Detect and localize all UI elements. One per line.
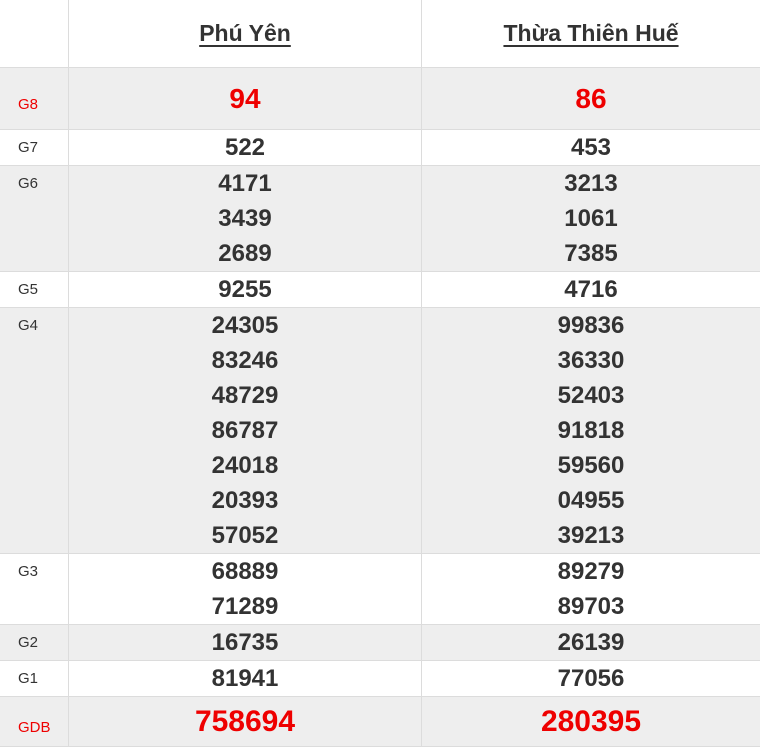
province-header: Phú Yên [69,0,422,68]
prize-number: 16735 [69,625,421,660]
prize-number: 89703 [422,589,760,624]
prize-number: 39213 [422,518,760,553]
prize-number: 24305 [69,308,421,343]
prize-cell: 86 [422,68,760,130]
prize-number: 20393 [69,483,421,518]
prize-cell: 26139 [422,625,760,661]
prize-number: 59560 [422,448,760,483]
prize-number: 4171 [69,166,421,201]
prize-number: 86 [422,81,760,116]
province-link[interactable]: Thừa Thiên Huế [503,20,678,46]
prize-number: 2689 [69,236,421,271]
prize-number: 99836 [422,308,760,343]
prize-cell: 9255 [69,272,422,308]
prize-number: 81941 [69,661,421,696]
header-blank [0,0,69,68]
prize-cell: 280395 [422,697,760,747]
prize-number: 91818 [422,413,760,448]
prize-cell: 522 [69,130,422,166]
prize-number: 89279 [422,554,760,589]
prize-number: 758694 [69,704,421,739]
prize-label: G5 [0,272,69,308]
prize-label: G2 [0,625,69,661]
prize-number: 522 [69,130,421,165]
prize-cell: 4716 [422,272,760,308]
prize-label: G4 [0,308,69,554]
prize-label: G6 [0,166,69,272]
prize-number: 94 [69,81,421,116]
prize-number: 453 [422,130,760,165]
prize-number: 68889 [69,554,421,589]
prize-number: 9255 [69,272,421,307]
prize-label: G1 [0,661,69,697]
header-row: Phú Yên Thừa Thiên Huế [0,0,760,68]
prize-number: 36330 [422,343,760,378]
prize-number: 77056 [422,661,760,696]
prize-cell: 16735 [69,625,422,661]
prize-number: 86787 [69,413,421,448]
prize-cell: 758694 [69,697,422,747]
prize-number: 71289 [69,589,421,624]
prize-cell: 77056 [422,661,760,697]
prize-number: 26139 [422,625,760,660]
prize-number: 57052 [69,518,421,553]
prize-number: 52403 [422,378,760,413]
prize-number: 7385 [422,236,760,271]
prize-label: G8 [0,68,69,130]
prize-label: G7 [0,130,69,166]
prize-number: 1061 [422,201,760,236]
province-header: Thừa Thiên Huế [422,0,760,68]
prize-number: 4716 [422,272,760,307]
prize-label: GDB [0,697,69,747]
prize-label: G3 [0,554,69,625]
prize-number: 280395 [422,704,760,739]
prize-cell: 94 [69,68,422,130]
province-link[interactable]: Phú Yên [199,20,291,46]
prize-number: 3213 [422,166,760,201]
prize-number: 48729 [69,378,421,413]
prize-number: 04955 [422,483,760,518]
prize-number: 24018 [69,448,421,483]
prize-number: 83246 [69,343,421,378]
prize-number: 3439 [69,201,421,236]
prize-cell: 81941 [69,661,422,697]
prize-cell: 453 [422,130,760,166]
